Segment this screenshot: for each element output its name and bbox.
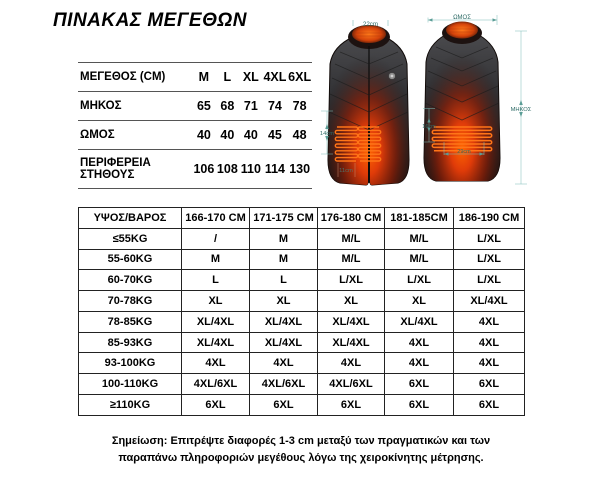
svg-text:14cm: 14cm bbox=[320, 131, 334, 137]
svg-text:16cm: 16cm bbox=[422, 124, 436, 130]
svg-text:ΜΗΚΟΣ: ΜΗΚΟΣ bbox=[511, 107, 532, 113]
svg-text:29cm: 29cm bbox=[457, 149, 471, 155]
svg-text:22cm: 22cm bbox=[363, 21, 378, 28]
svg-text:ΩΜΟΣ: ΩΜΟΣ bbox=[453, 15, 471, 21]
svg-text:11cm: 11cm bbox=[339, 168, 353, 174]
